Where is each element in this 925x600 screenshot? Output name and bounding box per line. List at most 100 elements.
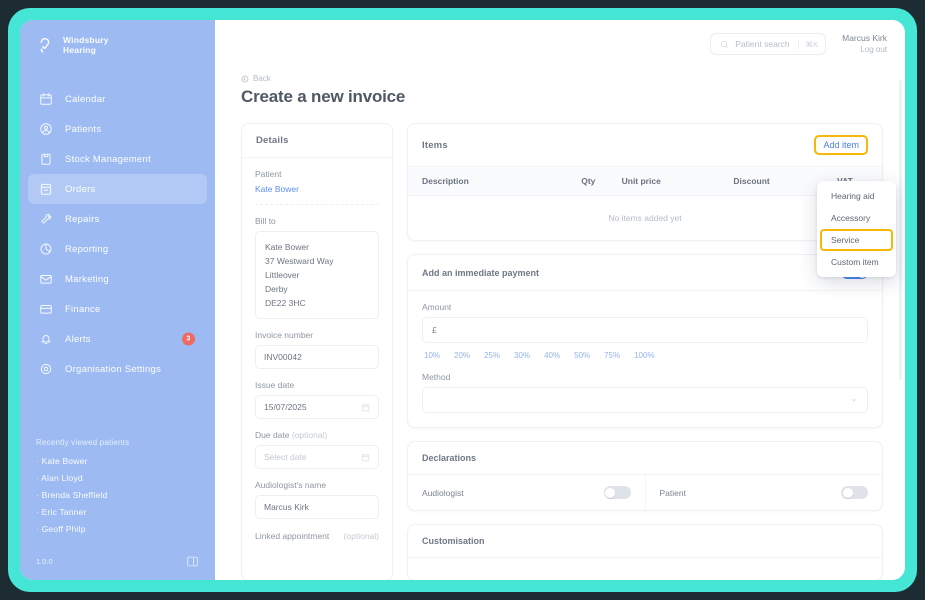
chevron-down-icon [851, 398, 857, 402]
patient-label: Patient [255, 169, 282, 179]
sidebar-item-finance[interactable]: Finance [28, 294, 207, 324]
invoice-number-field: Invoice number INV00042 [242, 330, 392, 369]
add-item-dropdown-menu: Hearing aid Accessory Service Custom item [817, 181, 896, 277]
percent-chip[interactable]: 25% [484, 351, 501, 360]
sidebar-item-stock-management[interactable]: Stock Management [28, 144, 207, 174]
percent-chip[interactable]: 75% [604, 351, 621, 360]
percent-chip[interactable]: 40% [544, 351, 561, 360]
search-icon [721, 40, 729, 48]
invoice-number-input[interactable]: INV00042 [255, 345, 379, 369]
amount-input[interactable]: £ [422, 317, 868, 343]
percent-chip[interactable]: 100% [634, 351, 655, 360]
sidebar-item-marketing[interactable]: Marketing [28, 264, 207, 294]
add-item-option-accessory[interactable]: Accessory [831, 213, 871, 223]
percent-chip[interactable]: 30% [514, 351, 531, 360]
method-select[interactable] [422, 387, 868, 413]
gear-icon [40, 363, 52, 375]
method-label: Method [422, 372, 451, 382]
sidebar-item-alerts[interactable]: Alerts 3 [28, 324, 207, 354]
sidebar-item-label: Repairs [65, 213, 100, 225]
bill-to-line: 37 Westward Way [265, 256, 334, 266]
declaration-patient-toggle[interactable] [841, 486, 868, 499]
content-columns: Details Patient Kate Bower Bill to Kate … [215, 123, 905, 580]
audiologist-name-value: Marcus Kirk [264, 502, 309, 512]
due-date-label: Due date (optional) [255, 430, 379, 440]
sidebar-item-repairs[interactable]: Repairs [28, 204, 207, 234]
recently-viewed-section: Recently viewed patients Kate Bower Alan … [20, 438, 215, 541]
declaration-audiologist-toggle[interactable] [603, 486, 631, 499]
patient-link[interactable]: Kate Bower [255, 184, 299, 194]
recent-patient-item[interactable]: Brenda Sheffield [36, 490, 201, 500]
invoice-number-label: Invoice number [255, 330, 314, 340]
logout-link[interactable]: Log out [860, 45, 887, 54]
panel-collapse-icon[interactable] [186, 555, 199, 568]
issue-date-value: 15/07/2025 [264, 402, 307, 412]
linked-appointment-label: Linked appointment (optional) [255, 530, 379, 542]
recent-patient-item[interactable]: Alan Lloyd [36, 473, 201, 483]
linked-appointment-label-text: Linked appointment [255, 531, 330, 541]
linked-appointment-field: Linked appointment (optional) [242, 530, 392, 542]
user-menu[interactable]: Marcus Kirk Log out [842, 33, 887, 55]
right-column: Items Add item Description Qty Unit price D… [407, 123, 883, 580]
bill-to-field: Bill to Kate Bower 37 Westward Way Littleo… [242, 216, 392, 319]
user-icon [40, 123, 52, 135]
brand-text: Windsbury Hearing [63, 35, 109, 56]
add-item-option-custom-item[interactable]: Custom item [831, 257, 879, 267]
percent-chip[interactable]: 10% [424, 351, 441, 360]
back-link[interactable]: Back [241, 74, 271, 83]
recent-patient-item[interactable]: Geoff Philp [36, 524, 201, 534]
percent-shortcuts: 10% 20% 25% 30% 40% 50% 75% 100% [422, 351, 868, 360]
search-shortcut-hint: ⌘K [797, 39, 818, 49]
add-item-option-hearing-aid[interactable]: Hearing aid [831, 191, 875, 201]
brand-logo[interactable]: Windsbury Hearing [20, 20, 215, 56]
immediate-payment-body: Amount £ 10% 20% 25% 30% 40% 50% 75% 100% Metho… [408, 291, 882, 427]
recently-viewed-title: Recently viewed patients [36, 438, 130, 447]
sidebar-item-label: Finance [65, 303, 101, 315]
sidebar-item-orders[interactable]: Orders [28, 174, 207, 204]
sidebar: Windsbury Hearing Calendar Patients Stock … [20, 20, 215, 580]
bill-to-line: Derby [265, 284, 288, 294]
declarations-header: Declarations [408, 442, 882, 474]
page-content: Back Create a new invoice Details Patien… [215, 68, 905, 580]
bill-to-line: Kate Bower [265, 242, 309, 252]
add-item-option-service[interactable]: Service [820, 229, 893, 251]
user-name: Marcus Kirk [842, 33, 887, 43]
sidebar-item-patients[interactable]: Patients [28, 114, 207, 144]
search-input[interactable]: Patient search ⌘K [710, 33, 827, 55]
sidebar-item-calendar[interactable]: Calendar [28, 84, 207, 114]
sidebar-nav: Calendar Patients Stock Management Orders Re… [20, 84, 215, 384]
vertical-scrollbar[interactable] [899, 80, 902, 380]
sidebar-item-label: Patients [65, 123, 102, 135]
amount-label: Amount [422, 302, 452, 312]
bell-icon [41, 335, 51, 345]
mail-icon [40, 275, 52, 284]
items-empty-row: No items added yet [408, 196, 882, 241]
sidebar-item-organisation-settings[interactable]: Organisation Settings [28, 354, 207, 384]
sidebar-footer: 1.0.0 [20, 541, 215, 580]
declarations-title: Declarations [422, 453, 477, 463]
brand-line-2: Hearing [63, 45, 97, 55]
items-column-header: Qty [581, 167, 622, 196]
issue-date-input[interactable]: 15/07/2025 [255, 395, 379, 419]
items-card-title: Items [422, 139, 448, 151]
top-bar: Patient search ⌘K Marcus Kirk Log out [215, 20, 905, 68]
bill-to-label: Bill to [255, 216, 276, 226]
recent-patient-item[interactable]: Kate Bower [36, 456, 201, 466]
items-column-header: Unit price [621, 167, 734, 196]
screenshot-frame: Windsbury Hearing Calendar Patients Stock … [8, 8, 917, 592]
bill-to-address[interactable]: Kate Bower 37 Westward Way Littleover Derby… [255, 231, 379, 319]
percent-chip[interactable]: 20% [454, 351, 471, 360]
linked-appointment-optional-tag: (optional) [343, 531, 379, 541]
sidebar-item-reporting[interactable]: Reporting [28, 234, 207, 264]
percent-chip[interactable]: 50% [574, 351, 591, 360]
invoice-number-value: INV00042 [264, 352, 302, 362]
recent-patient-item[interactable]: Eric Tanner [36, 507, 201, 517]
audiologist-name-input[interactable]: Marcus Kirk [255, 495, 379, 519]
back-label: Back [253, 74, 271, 83]
add-item-button[interactable]: Add item [814, 135, 868, 155]
due-date-input[interactable]: Select date [255, 445, 379, 469]
audiologist-name-field: Audiologist's name Marcus Kirk [242, 480, 392, 519]
items-column-header: Description [408, 167, 582, 196]
